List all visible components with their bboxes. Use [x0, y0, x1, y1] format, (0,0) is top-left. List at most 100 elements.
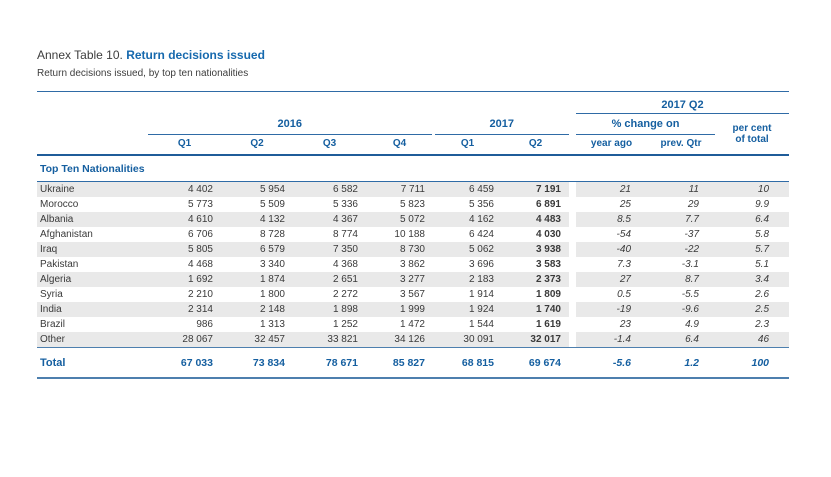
total-per-cent-of-total-cell: 100: [715, 347, 790, 379]
value-cell: 3 340: [259, 259, 285, 270]
table-row-ukraine: Ukraine 4 402 5 954 6 582 7 711 6 459 7 …: [37, 181, 790, 197]
pct-change-prev-qtr-cell: -22: [647, 242, 715, 257]
pct-change-year-ago-cell: 25: [619, 199, 631, 210]
pct-change-year-ago-cell: -40: [576, 242, 647, 257]
per-cent-of-total-cell: 5.8: [755, 229, 770, 240]
value-cell: 2 148: [221, 302, 293, 317]
value-cell: 2 272: [332, 289, 358, 300]
value-cell-q2-2017: 4 030: [535, 229, 561, 240]
column-header-q2-2017: Q2: [502, 134, 569, 156]
value-cell: 5 509: [259, 199, 285, 210]
per-cent-of-total-cell: 5.7: [715, 242, 790, 257]
pct-change-year-ago-cell: 0.5: [617, 289, 631, 300]
value-cell: 7 350: [293, 242, 366, 257]
value-cell: 4 402: [148, 181, 221, 197]
section-label-top-ten-nationalities: Top Ten Nationalities: [37, 155, 569, 182]
column-gutter: [569, 212, 576, 227]
group-header-pct-change: % change on: [576, 113, 715, 135]
pct-change-prev-qtr-cell: -5.5: [681, 289, 699, 300]
value-cell: 1 800: [259, 289, 285, 300]
total-value-cell: 85 827: [366, 347, 433, 379]
total-pct-change-year-ago-cell: -5.6: [576, 347, 647, 379]
section-header-row: Top Ten Nationalities: [37, 155, 790, 182]
value-cell: 5 823: [399, 199, 425, 210]
value-cell: 3 567: [399, 289, 425, 300]
value-cell: 986: [196, 319, 213, 330]
pct-change-year-ago-cell: 7.3: [617, 259, 631, 270]
header-row-years: 2016 2017 % change on per cent of total: [37, 113, 790, 156]
table-number-label: Annex Table 10.: [37, 48, 123, 62]
total-value-cell-q2-2017: 69 674: [502, 347, 569, 379]
pct-change-prev-qtr-cell: 8.7: [647, 272, 715, 287]
value-cell: 32 457: [221, 332, 293, 348]
column-gutter: [569, 181, 576, 197]
per-cent-of-total-cell: 2.6: [755, 289, 770, 300]
value-cell: 5 805: [148, 242, 221, 257]
header-row-quarters: Q1 Q2 Q3 Q4 Q1 Q2 year ago prev. Qtr: [37, 134, 789, 156]
pct-change-prev-qtr-cell: -37: [684, 229, 699, 240]
pct-change-year-ago-cell: 23: [619, 319, 631, 330]
value-cell: 5 336: [332, 199, 358, 210]
value-cell: 5 072: [366, 212, 433, 227]
table-row-pakistan: Pakistan 4 468 3 340 4 368 3 862 3 696 3…: [37, 257, 789, 272]
column-header-q3-2016: Q3: [293, 134, 366, 156]
value-cell: 5 773: [187, 199, 213, 210]
value-cell: 4 468: [187, 259, 213, 270]
table-subtitle: Return decisions issued, by top ten nati…: [37, 68, 249, 79]
pct-change-prev-qtr-cell: 11: [647, 181, 715, 197]
table-row-afghanistan: Afghanistan 6 706 8 728 8 774 10 188 6 4…: [37, 227, 789, 242]
group-header-2016: 2016: [148, 113, 433, 135]
value-cell: 2 210: [187, 289, 213, 300]
value-cell: 3 696: [468, 259, 494, 270]
value-cell-q2-2017: 7 191: [502, 181, 569, 197]
column-gutter: [569, 257, 576, 272]
column-gutter: [569, 113, 576, 135]
table-row-syria: Syria 2 210 1 800 2 272 3 567 1 914 1 80…: [37, 287, 789, 302]
row-label: Brazil: [40, 319, 66, 330]
table-row-morocco: Morocco 5 773 5 509 5 336 5 823 5 356 6 …: [37, 197, 789, 212]
row-label: Other: [37, 332, 148, 348]
value-cell: 4 132: [221, 212, 293, 227]
group-header-2017: 2017: [431, 113, 569, 135]
column-gutter: [569, 155, 576, 182]
value-cell: 4 610: [148, 212, 221, 227]
table-row-brazil: Brazil 986 1 313 1 252 1 472 1 544 1 619…: [37, 317, 789, 332]
value-cell: 8 774: [332, 229, 358, 240]
value-cell: 4 367: [293, 212, 366, 227]
per-cent-line1: per cent: [732, 123, 772, 134]
column-gutter: [569, 197, 576, 212]
pct-change-year-ago-cell: 8.5: [576, 212, 647, 227]
value-cell: 1 914: [468, 289, 494, 300]
column-header-year-ago: year ago: [576, 134, 647, 156]
value-cell-q2-2017: 2 373: [502, 272, 569, 287]
column-header-q1-2016: Q1: [148, 134, 221, 156]
total-value-cell: 68 815: [433, 347, 502, 379]
value-cell: 6 706: [187, 229, 213, 240]
value-cell: 5 062: [433, 242, 502, 257]
value-cell: 1 898: [293, 302, 366, 317]
row-label: Syria: [40, 289, 63, 300]
value-cell: 8 730: [366, 242, 433, 257]
column-header-q2-2016: Q2: [221, 134, 293, 156]
column-gutter: [569, 134, 576, 156]
row-label: Ukraine: [37, 181, 148, 197]
value-cell: 33 821: [293, 332, 366, 348]
total-value-cell: 67 033: [148, 347, 221, 379]
column-gutter: [569, 302, 576, 317]
group-header-2017-q2: 2017 Q2: [576, 91, 790, 114]
total-value-cell: 78 671: [293, 347, 366, 379]
value-cell: 2 651: [293, 272, 366, 287]
value-cell: 4 162: [433, 212, 502, 227]
value-cell: 5 954: [221, 181, 293, 197]
table-row-algeria: Algeria 1 692 1 874 2 651 3 277 2 183 2 …: [37, 272, 790, 287]
row-label: Iraq: [37, 242, 148, 257]
pct-change-year-ago-cell: -54: [616, 229, 631, 240]
per-cent-of-total-cell: 2.5: [715, 302, 790, 317]
value-cell: 28 067: [148, 332, 221, 348]
row-label: Morocco: [40, 199, 79, 210]
return-decisions-table: 2017 Q2 2016 2017 % change on per cent o…: [37, 91, 790, 379]
pct-change-prev-qtr-cell: 29: [687, 199, 699, 210]
pct-change-prev-qtr-cell: 6.4: [647, 332, 715, 348]
value-cell: 1 924: [433, 302, 502, 317]
column-gutter: [569, 242, 576, 257]
